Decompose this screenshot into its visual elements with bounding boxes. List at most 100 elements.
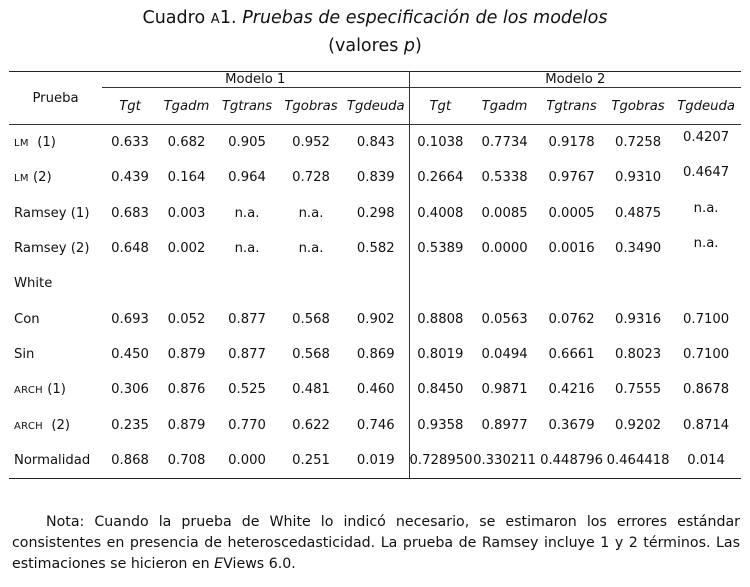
row-label: ARCH (1): [9, 372, 102, 407]
row-label-suffix: (1): [28, 135, 56, 151]
table-cell: 0.052: [167, 311, 206, 327]
row-label-suffix: (1): [43, 382, 66, 398]
row-label-text: Sin: [14, 346, 35, 362]
group-header-modelo-1: Modelo 1: [102, 71, 410, 88]
column-header: Tgt: [409, 87, 472, 125]
table-cell: 0.7734: [481, 135, 528, 151]
table-cell: 0.8977: [481, 417, 528, 433]
column-header: Tgdeuda: [671, 87, 742, 125]
cell-value: n.a.: [693, 200, 719, 216]
column-header-row: Tgt Tgadm Tgtrans Tgobras Tgdeuda Tgt Tgadm Tgt…: [9, 87, 742, 125]
column-header: Tgdeuda: [343, 87, 410, 125]
table-cell: 0.3490: [614, 241, 662, 257]
row-label-text: Ramsey (2): [14, 241, 90, 257]
table-cell: 0.4875: [614, 205, 662, 221]
table-row: Ramsey (2) 0.648 0.002 n.a. n.a. 0.582 0.5389 0…: [9, 230, 741, 267]
table-cell: [158, 266, 215, 301]
table-cell: 0.843: [343, 124, 410, 161]
subtitle-var: p: [403, 36, 415, 56]
caption-line-2: (valores p): [0, 33, 750, 59]
row-label: Ramsey (2): [9, 231, 102, 266]
table-cell: [215, 266, 279, 301]
table-row: LM (2) 0.439 0.164 0.964 0.728 0.839 0.2664 0.5…: [9, 160, 741, 196]
table-cell: 0.2664: [417, 170, 464, 186]
table-cell: 0.869: [343, 336, 410, 373]
row-label: White: [9, 266, 102, 301]
table-row: ARCH (2) 0.235 0.879 0.770 0.622 0.746 0.9358 0…: [9, 407, 741, 443]
table-cell: 0.0762: [548, 311, 595, 327]
caption-line-1: Cuadro A1. Pruebas de especificación de …: [0, 5, 750, 33]
table-cell: 0.330211: [471, 442, 539, 479]
row-label-text: LM: [14, 138, 29, 150]
table-cell: 0.014: [671, 442, 742, 479]
subtitle-close: ): [415, 36, 422, 56]
table-cell: 0.683: [111, 205, 149, 221]
table-cell: 0.460: [343, 372, 410, 408]
table-row: Sin 0.450 0.879 0.877 0.568 0.869 0.8019 0.0494…: [9, 336, 741, 373]
row-label-text: Ramsey (1): [14, 205, 90, 221]
table-cell: 0.002: [167, 241, 206, 257]
table-cell: 0.306: [111, 382, 149, 398]
table-cell: 0.9871: [481, 382, 528, 398]
table-cell: 0.439: [111, 170, 149, 186]
table-cell: 0.481: [292, 382, 330, 398]
row-label: ARCH (2): [9, 407, 102, 442]
table-cell: 0.708: [158, 442, 215, 479]
table-cell: 0.728: [292, 170, 330, 186]
cell-value: 0.4207: [682, 130, 730, 146]
table-cell: 0.7555: [614, 382, 662, 398]
table-row: White: [9, 266, 741, 302]
row-label: Sin: [9, 337, 102, 372]
table-cell: 0.235: [111, 417, 149, 433]
specification-table: Prueba Modelo 1 Modelo 2 Tgt Tgadm Tgtrans…: [9, 71, 742, 479]
table-cell: 0.877: [228, 346, 266, 362]
table-cell: 0.003: [167, 205, 206, 221]
table-cell: 0.902: [343, 301, 410, 337]
table-cell: 0.0494: [481, 346, 528, 362]
table-cell: 0.622: [292, 417, 330, 433]
table-cell: 0.568: [292, 311, 330, 327]
note-text: Nota: Cuando la prueba de White lo indic…: [12, 514, 740, 572]
table-caption: Cuadro A1. Pruebas de especificación de …: [0, 5, 750, 59]
column-header: Tgt: [102, 87, 158, 125]
column-header: Tgadm: [471, 87, 539, 125]
table-cell: n.a.: [234, 205, 260, 221]
caption-title: Pruebas de especificación de los modelos: [242, 8, 608, 28]
table-cell: 0.9316: [614, 311, 662, 327]
table-row: Con 0.693 0.052 0.877 0.568 0.902 0.8808 0.0563…: [9, 301, 741, 337]
table-cell: 0.7100: [682, 311, 730, 327]
table-cell: 0.879: [167, 346, 206, 362]
table-cell: 0.251: [279, 442, 343, 479]
table-cell: 0.448796: [538, 442, 606, 479]
table-cell: 0.9358: [417, 417, 464, 433]
table-cell: 0.876: [167, 382, 206, 398]
table-cell: 0.8450: [417, 382, 464, 398]
table-cell: 0.693: [111, 311, 149, 327]
row-label: Con: [9, 301, 102, 336]
note-italic-e: E: [214, 556, 224, 572]
table-cell: 0.7258: [614, 135, 662, 151]
row-label: Normalidad: [9, 442, 102, 479]
table-cell: n.a.: [234, 241, 260, 257]
row-label-text: ARCH: [14, 420, 43, 432]
table-row: ARCH (1) 0.306 0.876 0.525 0.481 0.460 0.8450 0…: [9, 372, 741, 408]
table-cell: 0.728950: [409, 442, 472, 479]
table-cell: 0.770: [228, 417, 266, 433]
table-cell: 0.868: [102, 442, 158, 479]
table-cell: 0.9202: [614, 417, 662, 433]
row-label-suffix: (2): [28, 170, 52, 186]
caption-digit: 1.: [219, 8, 237, 28]
table-cell: 0.746: [343, 407, 410, 443]
table-cell: 0.4647: [671, 160, 741, 195]
table-cell: 0.8019: [417, 346, 464, 362]
table-cell: 0.9310: [614, 170, 662, 186]
table-cell: 0.525: [228, 382, 266, 398]
table-cell: 0.9178: [548, 135, 595, 151]
cell-value: n.a.: [693, 236, 719, 252]
row-label-text: Normalidad: [14, 452, 91, 468]
table-cell: 0.0005: [548, 205, 595, 221]
table-cell: 0.9767: [548, 170, 595, 186]
table-row: Ramsey (1) 0.683 0.003 n.a. n.a. 0.298 0.4008 0…: [9, 195, 741, 231]
table-cell: 0.0563: [481, 311, 528, 327]
table-body: LM (1) 0.633 0.682 0.905 0.952 0.843 0.1038 0.7…: [9, 124, 742, 479]
